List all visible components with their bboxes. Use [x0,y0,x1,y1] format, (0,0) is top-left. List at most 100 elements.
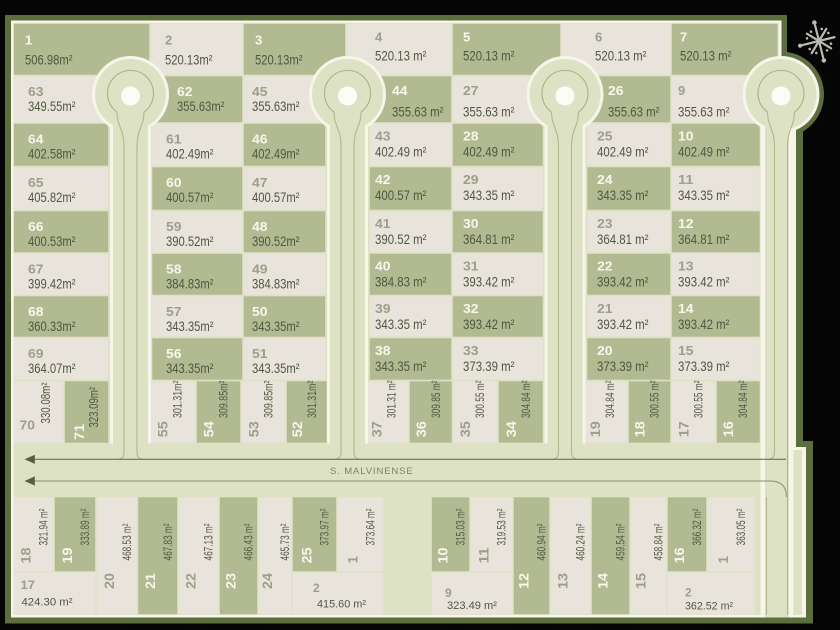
svg-text:1: 1 [716,556,731,564]
svg-text:43: 43 [375,129,391,144]
svg-text:14: 14 [678,301,694,316]
svg-text:27: 27 [463,83,479,98]
svg-text:30: 30 [463,216,479,231]
svg-text:23: 23 [224,572,239,589]
svg-text:19: 19 [588,421,603,437]
svg-text:54: 54 [202,421,217,438]
svg-text:S. MALVINENSE: S. MALVINENSE [330,466,414,477]
svg-text:520.13m²: 520.13m² [255,52,303,68]
svg-text:17: 17 [677,421,692,437]
svg-text:343.35 m²: 343.35 m² [375,316,427,332]
svg-text:70: 70 [20,418,36,433]
svg-text:3: 3 [255,33,262,48]
svg-text:393.42 m²: 393.42 m² [597,316,649,332]
svg-text:309.85m²: 309.85m² [262,381,276,419]
svg-text:16: 16 [672,547,687,564]
svg-text:355.63m²: 355.63m² [177,98,225,114]
svg-text:28: 28 [463,129,479,144]
svg-text:321.94 m²: 321.94 m² [37,508,51,545]
svg-text:13: 13 [556,572,571,589]
svg-text:459.54 m²: 459.54 m² [614,523,628,560]
svg-text:402.49m²: 402.49m² [166,146,214,162]
svg-text:71: 71 [72,423,87,440]
svg-text:39: 39 [375,301,391,316]
svg-text:399.42m²: 399.42m² [28,276,76,292]
svg-text:373.39 m²: 373.39 m² [678,358,730,374]
svg-text:22: 22 [184,573,199,589]
svg-text:355.63m²: 355.63m² [252,98,300,114]
svg-text:384.83m²: 384.83m² [166,276,214,292]
svg-text:1: 1 [25,33,32,48]
svg-text:390.52m²: 390.52m² [252,233,300,249]
svg-text:20: 20 [597,343,613,358]
svg-text:390.52 m²: 390.52 m² [375,231,427,247]
svg-text:343.35m²: 343.35m² [252,318,300,334]
svg-text:24: 24 [597,172,613,187]
svg-text:343.35 m²: 343.35 m² [375,358,427,374]
svg-text:34: 34 [504,421,519,438]
svg-text:65: 65 [28,175,44,190]
svg-text:6: 6 [595,30,602,45]
svg-text:364.81 m²: 364.81 m² [678,231,730,247]
svg-text:373.39 m²: 373.39 m² [463,358,515,374]
svg-text:304.84 m²: 304.84 m² [603,380,617,418]
svg-text:393.42 m²: 393.42 m² [463,316,515,332]
svg-text:63: 63 [28,84,44,99]
svg-text:400.57m²: 400.57m² [166,189,214,205]
svg-text:393.42 m²: 393.42 m² [678,316,730,332]
svg-text:16: 16 [721,421,736,438]
svg-text:343.35 m²: 343.35 m² [678,187,730,203]
svg-text:60: 60 [166,175,182,190]
svg-text:402.49m²: 402.49m² [252,146,300,162]
svg-text:384.83 m²: 384.83 m² [375,274,427,290]
svg-text:330.08m²: 330.08m² [39,383,53,424]
svg-text:520.13 m²: 520.13 m² [595,48,647,64]
svg-text:362.52 m²: 362.52 m² [685,601,733,613]
svg-text:55: 55 [156,421,171,438]
svg-text:9: 9 [678,83,685,98]
svg-text:37: 37 [370,421,385,437]
svg-text:415.60 m²: 415.60 m² [317,599,366,611]
svg-text:349.55m²: 349.55m² [28,98,76,114]
svg-text:64: 64 [28,132,44,147]
svg-text:67: 67 [28,262,44,277]
svg-text:343.35 m²: 343.35 m² [597,187,649,203]
svg-text:2: 2 [313,581,320,595]
svg-text:9: 9 [445,586,452,600]
svg-text:319.53 m²: 319.53 m² [495,508,509,545]
svg-text:2: 2 [685,586,692,600]
svg-text:458.84 m²: 458.84 m² [652,523,666,560]
svg-text:11: 11 [678,172,694,187]
svg-text:390.52m²: 390.52m² [166,233,214,249]
svg-text:333.89 m²: 333.89 m² [78,508,92,545]
svg-text:41: 41 [375,216,391,231]
svg-text:18: 18 [19,547,34,564]
svg-text:51: 51 [252,346,268,361]
svg-text:56: 56 [166,346,182,361]
svg-text:68: 68 [28,304,44,319]
svg-text:45: 45 [252,84,268,99]
svg-text:31: 31 [463,259,479,274]
svg-text:465.73 m²: 465.73 m² [278,523,292,560]
svg-text:4: 4 [375,30,383,45]
svg-text:355.63 m²: 355.63 m² [463,104,515,120]
svg-text:343.35m²: 343.35m² [166,360,214,376]
svg-text:26: 26 [608,83,624,98]
svg-text:304.84 m²: 304.84 m² [736,380,750,418]
svg-text:323.09m²: 323.09m² [87,387,101,428]
svg-text:12: 12 [678,216,694,231]
svg-text:363.05 m²: 363.05 m² [734,508,748,545]
svg-text:466.43 m²: 466.43 m² [242,523,256,560]
svg-text:468.53 m²: 468.53 m² [120,523,134,560]
svg-text:400.53m²: 400.53m² [28,233,76,249]
svg-text:393.42 m²: 393.42 m² [463,274,515,290]
svg-text:24: 24 [260,572,275,589]
svg-text:40: 40 [375,259,391,274]
svg-text:13: 13 [678,259,694,274]
svg-text:373.97 m²: 373.97 m² [318,508,332,545]
svg-text:366.32 m²: 366.32 m² [690,508,704,545]
svg-text:300.55 m²: 300.55 m² [692,380,706,418]
svg-text:384.83m²: 384.83m² [252,276,300,292]
svg-text:373.64 m²: 373.64 m² [364,508,378,545]
svg-text:1: 1 [346,556,361,564]
